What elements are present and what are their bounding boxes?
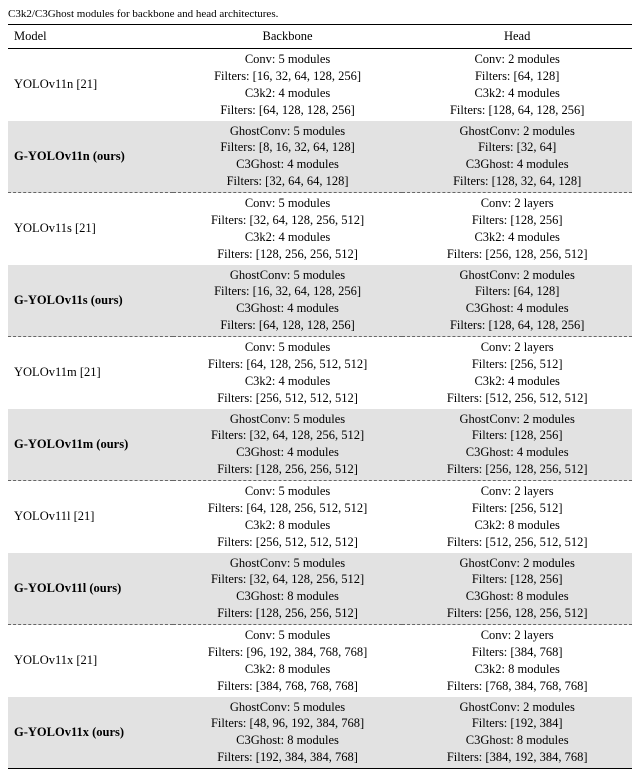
header-model: Model (8, 25, 173, 49)
table-row: YOLOv11s [21]Conv: 5 modulesFilters: [32… (8, 193, 632, 265)
arch-table: Model Backbone Head YOLOv11n [21]Conv: 5… (8, 24, 632, 769)
backbone-cell: Conv: 5 modulesFilters: [16, 32, 64, 128… (173, 49, 403, 121)
table-row: G-YOLOv11x (ours)GhostConv: 5 modulesFil… (8, 697, 632, 769)
header-row: Model Backbone Head (8, 25, 632, 49)
table-row: YOLOv11x [21]Conv: 5 modulesFilters: [96… (8, 625, 632, 697)
head-cell: Conv: 2 layersFilters: [256, 512]C3k2: 8… (402, 481, 632, 553)
table-row: YOLOv11n [21]Conv: 5 modulesFilters: [16… (8, 49, 632, 121)
head-cell: GhostConv: 2 modulesFilters: [64, 128]C3… (402, 265, 632, 337)
table-row: G-YOLOv11s (ours)GhostConv: 5 modulesFil… (8, 265, 632, 337)
model-cell: G-YOLOv11n (ours) (8, 121, 173, 193)
table-row: YOLOv11m [21]Conv: 5 modulesFilters: [64… (8, 337, 632, 409)
head-cell: GhostConv: 2 modulesFilters: [128, 256]C… (402, 553, 632, 625)
backbone-cell: Conv: 5 modulesFilters: [96, 192, 384, 7… (173, 625, 403, 697)
head-cell: Conv: 2 layersFilters: [256, 512]C3k2: 4… (402, 337, 632, 409)
model-cell: YOLOv11l [21] (8, 481, 173, 553)
head-cell: Conv: 2 layersFilters: [128, 256]C3k2: 4… (402, 193, 632, 265)
head-cell: Conv: 2 layersFilters: [384, 768]C3k2: 8… (402, 625, 632, 697)
model-cell: G-YOLOv11x (ours) (8, 697, 173, 769)
backbone-cell: Conv: 5 modulesFilters: [32, 64, 128, 25… (173, 193, 403, 265)
model-cell: G-YOLOv11m (ours) (8, 409, 173, 481)
model-cell: YOLOv11x [21] (8, 625, 173, 697)
table-row: G-YOLOv11l (ours)GhostConv: 5 modulesFil… (8, 553, 632, 625)
backbone-cell: GhostConv: 5 modulesFilters: [48, 96, 19… (173, 697, 403, 769)
head-cell: GhostConv: 2 modulesFilters: [32, 64]C3G… (402, 121, 632, 193)
header-backbone: Backbone (173, 25, 403, 49)
table-row: G-YOLOv11m (ours)GhostConv: 5 modulesFil… (8, 409, 632, 481)
table-row: YOLOv11l [21]Conv: 5 modulesFilters: [64… (8, 481, 632, 553)
table-caption: C3k2/C3Ghost modules for backbone and he… (8, 8, 632, 20)
head-cell: Conv: 2 modulesFilters: [64, 128]C3k2: 4… (402, 49, 632, 121)
head-cell: GhostConv: 2 modulesFilters: [192, 384]C… (402, 697, 632, 769)
model-cell: G-YOLOv11s (ours) (8, 265, 173, 337)
model-cell: G-YOLOv11l (ours) (8, 553, 173, 625)
backbone-cell: GhostConv: 5 modulesFilters: [16, 32, 64… (173, 265, 403, 337)
backbone-cell: GhostConv: 5 modulesFilters: [32, 64, 12… (173, 553, 403, 625)
model-cell: YOLOv11s [21] (8, 193, 173, 265)
backbone-cell: GhostConv: 5 modulesFilters: [32, 64, 12… (173, 409, 403, 481)
backbone-cell: Conv: 5 modulesFilters: [64, 128, 256, 5… (173, 481, 403, 553)
table-row: G-YOLOv11n (ours)GhostConv: 5 modulesFil… (8, 121, 632, 193)
model-cell: YOLOv11n [21] (8, 49, 173, 121)
header-head: Head (402, 25, 632, 49)
model-cell: YOLOv11m [21] (8, 337, 173, 409)
head-cell: GhostConv: 2 modulesFilters: [128, 256]C… (402, 409, 632, 481)
backbone-cell: GhostConv: 5 modulesFilters: [8, 16, 32,… (173, 121, 403, 193)
backbone-cell: Conv: 5 modulesFilters: [64, 128, 256, 5… (173, 337, 403, 409)
